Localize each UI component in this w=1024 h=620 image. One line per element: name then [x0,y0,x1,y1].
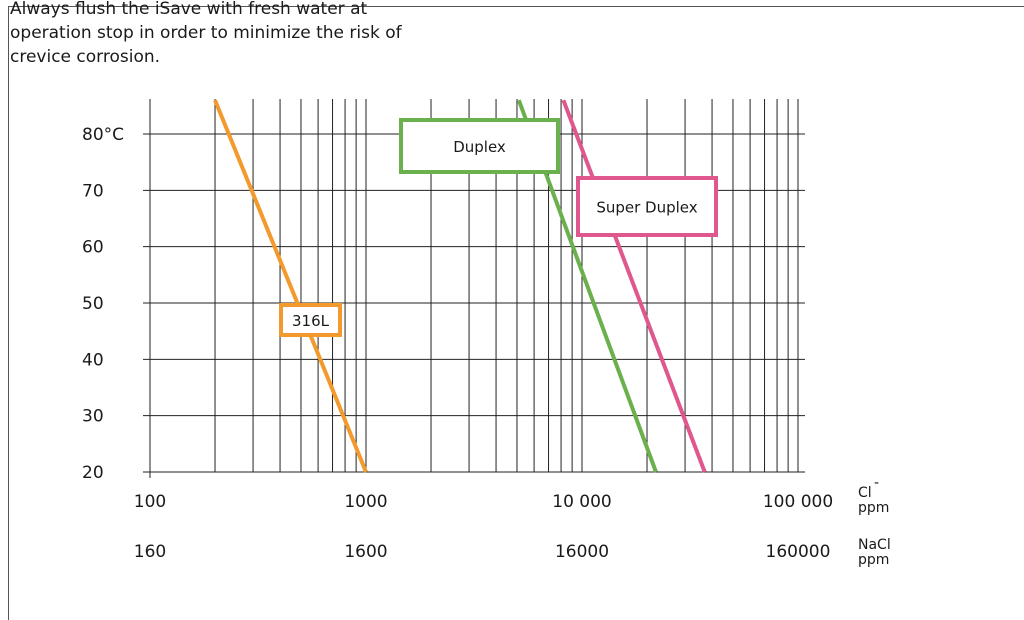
cl-unit-superscript: - [874,475,879,491]
secondary-x-tick-label: 16000 [555,542,609,562]
x-tick-label: 10 000 [552,492,611,512]
y-tick-label: 50 [82,294,104,314]
frame-left-border [8,6,9,620]
label-box-text: Super Duplex [596,199,697,217]
x-tick-label: 100 [134,492,166,512]
label-box-316l: 316L [279,303,342,337]
label-box-border [279,303,342,337]
y-tick-label: 70 [82,181,104,201]
series-line-316l [213,99,368,473]
series-line-super-duplex [561,99,707,473]
note-line-1: Always flush the iSave with fresh water … [10,0,368,19]
secondary-x-tick-label: 160 [134,542,166,562]
y-tick-label: 80°C [82,125,124,145]
note-line-2: operation stop in order to minimize the … [10,23,402,43]
y-tick-label: 60 [82,238,104,258]
frame-top-border [8,6,1024,7]
series-label-boxes: 316L Duplex Super Duplex [279,118,718,337]
label-box-border [576,176,718,237]
label-box-border [399,118,560,174]
x-tick-label: 100 000 [763,492,833,512]
axis-labels: 80°C 70 60 50 40 30 20 100 1000 10 000 100 000 160 1… [82,125,891,568]
flush-note: Always flush the iSave with fresh water … [10,0,490,69]
secondary-x-tick-label: 1600 [344,542,387,562]
cl-unit-ppm: ppm [858,500,889,516]
note-line-3: crevice corrosion. [10,47,161,67]
nacl-unit-ppm: ppm [858,552,889,568]
label-box-duplex: Duplex [399,118,560,174]
label-box-super-duplex: Super Duplex [576,176,718,237]
label-box-text: 316L [292,312,330,330]
secondary-x-tick-label: 160000 [766,542,831,562]
x-tick-label: 1000 [344,492,387,512]
y-tick-label: 20 [82,463,104,483]
y-tick-label: 40 [82,350,104,370]
y-tick-label: 30 [82,407,104,427]
cl-unit-symbol: Cl [858,485,872,501]
nacl-unit-symbol: NaCl [858,537,891,553]
label-box-text: Duplex [453,138,506,156]
